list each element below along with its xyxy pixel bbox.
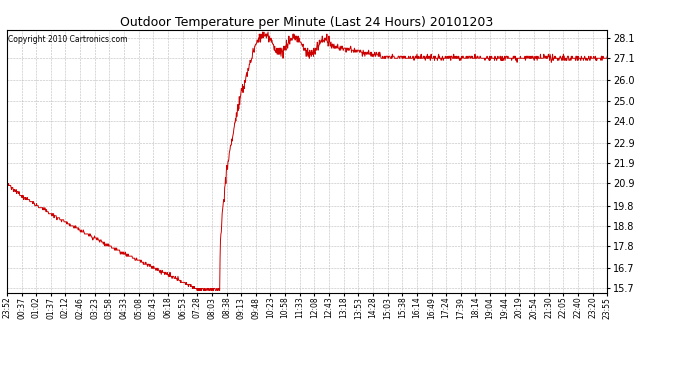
Text: Copyright 2010 Cartronics.com: Copyright 2010 Cartronics.com: [8, 35, 128, 44]
Title: Outdoor Temperature per Minute (Last 24 Hours) 20101203: Outdoor Temperature per Minute (Last 24 …: [121, 16, 493, 29]
